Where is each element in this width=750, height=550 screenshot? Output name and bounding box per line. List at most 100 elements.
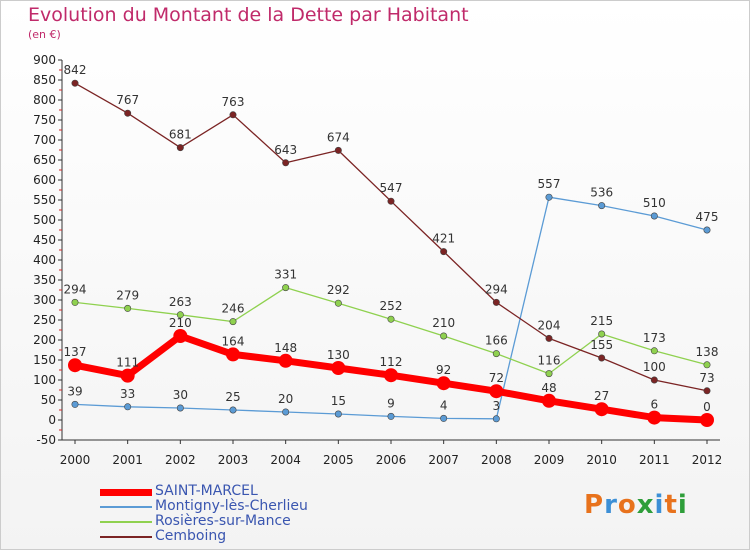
data-label: 3 [493, 399, 501, 413]
data-point [489, 384, 504, 399]
data-point [229, 111, 237, 119]
data-point [492, 350, 500, 358]
data-point [124, 304, 132, 312]
y-tick-label: 250 [33, 313, 56, 327]
data-point [334, 299, 342, 307]
data-point [71, 298, 79, 306]
data-label: 0 [703, 400, 711, 414]
data-point [703, 361, 711, 369]
y-tick-label: 150 [33, 353, 56, 367]
data-label: 763 [222, 95, 245, 109]
data-point [229, 406, 237, 414]
data-label: 294 [485, 282, 508, 296]
x-tick-label: 2011 [639, 453, 670, 467]
data-point [542, 393, 556, 408]
y-tick-label: 850 [33, 73, 56, 87]
data-label: 204 [538, 318, 561, 332]
y-tick-label: 450 [33, 233, 56, 247]
x-tick-label: 2012 [692, 453, 723, 467]
data-point [282, 408, 290, 416]
y-tick-label: 350 [33, 273, 56, 287]
x-tick-label: 2008 [481, 453, 512, 467]
chart-legend: SAINT-MARCEL Montigny-lès-Cherlieu Rosière… [100, 483, 400, 544]
data-point [440, 332, 448, 340]
data-label: 15 [331, 394, 346, 408]
logo-letter: i [654, 490, 665, 520]
data-label: 215 [590, 314, 613, 328]
data-label: 681 [169, 128, 192, 142]
data-point [598, 330, 606, 338]
legend-swatch [100, 506, 152, 508]
data-label: 25 [225, 390, 240, 404]
data-label: 148 [274, 341, 297, 355]
y-tick-label: 100 [33, 373, 56, 387]
data-label: 536 [590, 186, 613, 200]
y-tick-label: 800 [33, 93, 56, 107]
data-label: 164 [222, 334, 245, 348]
data-label: 547 [380, 181, 403, 195]
data-point [594, 402, 609, 417]
logo-letter: r [604, 490, 618, 520]
data-label: 39 [67, 384, 82, 398]
legend-item: SAINT-MARCEL [100, 483, 400, 499]
x-tick-label: 2003 [218, 453, 249, 467]
data-point [703, 387, 711, 395]
data-point [440, 414, 448, 422]
data-point [173, 329, 188, 343]
data-label: 166 [485, 334, 508, 348]
x-tick-label: 2006 [376, 453, 407, 467]
data-label: 292 [327, 283, 350, 297]
logo-letter: t [664, 490, 678, 520]
y-tick-label: 750 [33, 113, 56, 127]
data-point [650, 376, 658, 384]
data-label: 30 [173, 388, 188, 402]
logo-letter: o [617, 490, 637, 520]
data-point [598, 354, 606, 362]
data-label: 20 [278, 392, 293, 406]
data-point [226, 347, 240, 362]
data-label: 767 [116, 93, 139, 107]
data-label: 842 [64, 63, 87, 77]
data-label: 421 [432, 232, 455, 246]
data-label: 210 [432, 316, 455, 330]
data-point [545, 193, 553, 201]
data-point [387, 412, 395, 420]
data-point [229, 318, 237, 326]
data-point [700, 413, 714, 427]
y-tick-label: 500 [33, 213, 56, 227]
y-tick-label: 300 [33, 293, 56, 307]
legend-swatch [100, 536, 152, 538]
y-tick-label: 600 [33, 173, 56, 187]
data-label: 155 [590, 338, 613, 352]
data-point [334, 146, 342, 154]
data-point [545, 334, 553, 342]
y-tick-label: 700 [33, 133, 56, 147]
data-point [176, 404, 184, 412]
data-point [124, 403, 132, 411]
data-point [545, 370, 553, 378]
data-label: 27 [594, 389, 609, 403]
data-point [282, 284, 290, 292]
data-label: 138 [696, 345, 719, 359]
y-tick-label: 650 [33, 153, 56, 167]
x-tick-label: 2000 [60, 453, 91, 467]
chart-subtitle: (en €) [28, 28, 61, 41]
data-point [384, 368, 398, 383]
data-point [71, 400, 79, 408]
data-label: 173 [643, 331, 666, 345]
y-tick-label: 900 [33, 53, 56, 67]
data-point [176, 144, 184, 152]
data-label: 252 [380, 299, 403, 313]
data-point [387, 197, 395, 205]
data-point [334, 410, 342, 418]
data-point [124, 109, 132, 117]
logo-letter: P [584, 490, 605, 520]
logo-letter: i [677, 490, 688, 520]
data-label: 92 [436, 363, 451, 377]
logo-letter: x [636, 490, 655, 520]
legend-item: Cemboing [100, 528, 400, 544]
data-point [440, 248, 448, 256]
data-point [68, 358, 82, 373]
